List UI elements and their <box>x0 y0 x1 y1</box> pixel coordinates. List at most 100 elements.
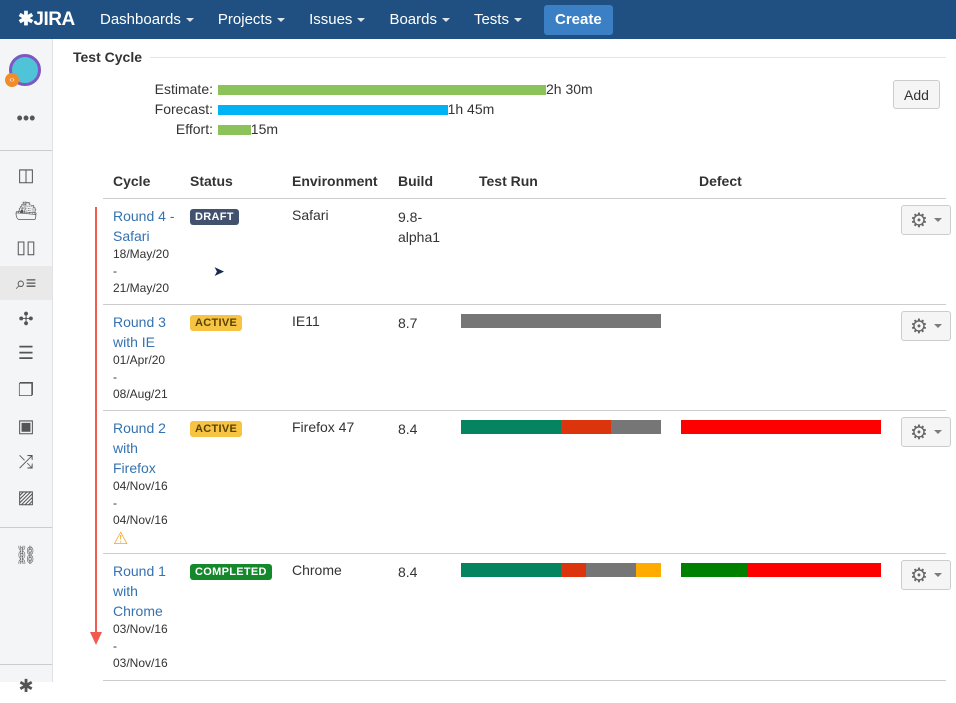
row-actions-button[interactable]: ⚙ <box>901 417 951 447</box>
test-run-segment[interactable] <box>611 420 661 434</box>
project-sidebar: ‹› ••• ◫ ⛴ ▯▯ ⌕≡ ✣ ☰ ❐ ▣ ⤮ ▨ ⛓ ✱ <box>0 39 53 696</box>
search-tests-icon[interactable]: ⌕≡ <box>0 266 52 300</box>
create-button[interactable]: Create <box>543 4 613 35</box>
cycle-end-date: 08/Aug/21 <box>113 387 168 401</box>
top-nav-bar: ✱JIRA Dashboards Projects Issues Boards … <box>0 0 956 39</box>
section-title: Test Cycle <box>73 49 142 65</box>
test-run-segment[interactable] <box>461 420 561 434</box>
row-actions-button[interactable]: ⚙ <box>901 205 951 235</box>
test-run-segment[interactable] <box>636 563 661 577</box>
cycle-name-link[interactable]: Round 3 with IE <box>113 314 166 350</box>
nav-boards[interactable]: Boards <box>383 11 456 28</box>
nav-dashboards[interactable]: Dashboards <box>94 11 200 28</box>
caret-down-icon <box>185 17 194 22</box>
header-environment[interactable]: Environment <box>292 173 378 189</box>
code-badge-icon: ‹› <box>5 73 19 87</box>
link-icon[interactable]: ⛓ <box>14 544 38 565</box>
caret-down-icon <box>933 218 942 222</box>
defect-segment[interactable] <box>681 563 747 577</box>
cycle-name-link[interactable]: Round 4 - Safari <box>113 208 175 244</box>
test-run-segment[interactable] <box>561 420 611 434</box>
gear-icon: ⚙ <box>910 564 928 587</box>
addons-icon[interactable]: ✣ <box>18 308 34 329</box>
caret-down-icon <box>933 573 942 577</box>
gear-icon: ⚙ <box>910 421 928 444</box>
cycle-cell: Round 1 with Chrome 03/Nov/16 - 03/Nov/1… <box>113 561 175 672</box>
jira-logo[interactable]: ✱JIRA <box>18 9 75 30</box>
cycle-start-date: 01/Apr/20 <box>113 353 166 367</box>
forecast-bar <box>218 105 448 115</box>
header-divider <box>103 198 946 199</box>
defect-bar <box>681 563 881 577</box>
nav-projects[interactable]: Projects <box>212 11 291 28</box>
jira-logo-icon: ✱ <box>18 9 34 30</box>
caret-down-icon <box>357 17 366 22</box>
add-button[interactable]: Add <box>893 80 940 109</box>
row-actions-button[interactable]: ⚙ <box>901 560 951 590</box>
shuffle-icon[interactable]: ⤮ <box>18 451 34 472</box>
caret-down-icon <box>513 17 522 22</box>
caret-down-icon <box>933 430 942 434</box>
order-arrow <box>95 207 97 637</box>
cycle-end-date: 21/May/20 <box>113 281 170 295</box>
pages-icon[interactable]: ❐ <box>17 379 35 400</box>
sidebar-divider <box>0 150 52 151</box>
more-icon[interactable]: ••• <box>16 107 36 128</box>
caret-down-icon <box>441 17 450 22</box>
header-status[interactable]: Status <box>190 173 233 189</box>
test-run-bar <box>461 314 661 328</box>
build-cell: 8.7 <box>398 315 418 331</box>
cycle-name-link[interactable]: Round 2 with Firefox <box>113 420 166 476</box>
estimate-label: Estimate: <box>154 81 213 97</box>
header-test-run[interactable]: Test Run <box>479 173 538 189</box>
row-divider <box>103 304 946 305</box>
test-run-segment[interactable] <box>586 563 636 577</box>
cycle-end-date: 04/Nov/16 <box>113 513 168 527</box>
build-cell: 8.4 <box>398 421 418 437</box>
text-icon[interactable]: ☰ <box>17 342 35 363</box>
defect-bar <box>681 208 881 222</box>
gear-icon: ⚙ <box>910 315 928 338</box>
nav-issues[interactable]: Issues <box>303 11 371 28</box>
sidebar-divider <box>0 527 52 528</box>
reports-icon[interactable]: ▯▯ <box>16 236 36 257</box>
date-separator: - <box>113 496 117 510</box>
defect-segment[interactable] <box>747 563 881 577</box>
table-row: Round 1 with Chrome 03/Nov/16 - 03/Nov/1… <box>0 553 956 681</box>
effort-value: 15m <box>250 121 279 137</box>
forecast-label: Forecast: <box>154 101 213 117</box>
board-icon[interactable]: ◫ <box>17 164 35 185</box>
defect-bar <box>681 314 881 328</box>
test-run-bar <box>461 420 661 434</box>
cycle-end-date: 03/Nov/16 <box>113 656 168 670</box>
releases-icon[interactable]: ⛴ <box>14 200 38 221</box>
defect-segment[interactable] <box>681 420 881 434</box>
header-cycle[interactable]: Cycle <box>113 173 151 189</box>
test-run-segment[interactable] <box>561 563 586 577</box>
row-actions-button[interactable]: ⚙ <box>901 311 951 341</box>
nav-tests[interactable]: Tests <box>468 11 528 28</box>
cycle-cell: Round 3 with IE 01/Apr/20 - 08/Aug/21 <box>113 312 175 403</box>
table-row: Round 3 with IE 01/Apr/20 - 08/Aug/21 AC… <box>0 304 956 411</box>
cycle-cell: Round 2 with Firefox 04/Nov/16 - 04/Nov/… <box>113 418 175 549</box>
warning-icon: ⚠ <box>113 529 129 548</box>
caret-down-icon <box>933 324 942 328</box>
sidebar-divider <box>0 664 52 665</box>
cycle-start-date: 18/May/20 <box>113 247 170 261</box>
row-divider <box>103 680 946 681</box>
environment-cell: Safari <box>292 207 329 223</box>
test-run-segment[interactable] <box>461 314 661 328</box>
cycle-name-link[interactable]: Round 1 with Chrome <box>113 563 166 619</box>
test-run-segment[interactable] <box>461 563 561 577</box>
date-separator: - <box>113 370 117 384</box>
section-divider <box>150 57 946 58</box>
build-cell: 8.4 <box>398 564 418 580</box>
row-divider <box>103 553 946 554</box>
caret-down-icon <box>277 17 286 22</box>
components-icon[interactable]: ▣ <box>17 415 35 436</box>
header-defect[interactable]: Defect <box>699 173 742 189</box>
images-icon[interactable]: ▨ <box>17 486 35 507</box>
table-row: Round 4 - Safari 18/May/20 - 21/May/20 D… <box>0 198 956 305</box>
defect-bar <box>681 420 881 434</box>
header-build[interactable]: Build <box>398 173 433 189</box>
